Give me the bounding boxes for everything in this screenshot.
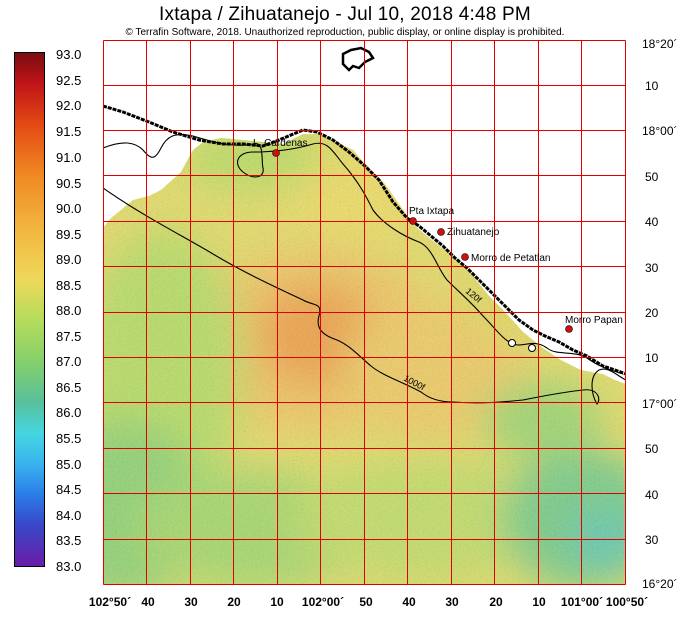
copyright-notice: © Terrafin Software, 2018. Unauthorized … xyxy=(125,27,565,38)
sst-map[interactable]: 120f 1000f L. Cardenas Pta Ixtapa Zihuat… xyxy=(102,40,627,585)
lon-label: 40 xyxy=(141,595,155,609)
scale-label: 86.5 xyxy=(56,380,82,395)
place-marker[interactable] xyxy=(272,149,280,157)
lon-label: 102°00´ xyxy=(301,595,345,609)
place-marker[interactable] xyxy=(461,253,469,261)
scale-label: 89.5 xyxy=(56,227,82,242)
place-label: Pta Ixtapa xyxy=(409,206,454,217)
scale-label: 90.0 xyxy=(56,201,82,216)
lat-label: 10 xyxy=(645,351,659,365)
lat-label: 50 xyxy=(645,442,659,456)
lat-label: 40 xyxy=(645,215,659,229)
scale-label: 87.5 xyxy=(56,329,82,344)
scale-label: 93.0 xyxy=(56,47,82,62)
lon-label: 102°50´ xyxy=(88,595,132,609)
scale-label: 83.0 xyxy=(56,559,82,574)
place-markers xyxy=(272,149,573,333)
lon-label: 40 xyxy=(402,595,416,609)
map-title: Ixtapa / Zihuatanejo - Jul 10, 2018 4:48… xyxy=(159,4,531,25)
place-marker[interactable] xyxy=(565,325,573,333)
scale-label: 84.5 xyxy=(56,482,82,497)
islet xyxy=(528,344,536,352)
lat-label: 40 xyxy=(645,488,659,502)
place-label: Morro de Petatlan xyxy=(471,253,551,264)
scale-label: 91.5 xyxy=(56,124,82,139)
lon-label: 50 xyxy=(359,595,373,609)
lat-label: 30 xyxy=(645,533,659,547)
scale-label: 88.0 xyxy=(56,303,82,318)
scale-label: 85.0 xyxy=(56,457,82,472)
scale-label: 84.0 xyxy=(56,508,82,523)
lon-label: 30 xyxy=(184,595,198,609)
lon-label: 100°50´ xyxy=(605,595,649,609)
lat-label: 10 xyxy=(645,79,659,93)
scale-label: 92.5 xyxy=(56,73,82,88)
scale-label: 92.0 xyxy=(56,98,82,113)
scale-label: 88.5 xyxy=(56,278,82,293)
scale-label: 89.0 xyxy=(56,252,82,267)
lat-label: 16°20´ xyxy=(642,577,678,591)
lat-label: 17°00´ xyxy=(642,397,678,411)
scale-label: 91.0 xyxy=(56,150,82,165)
lon-label: 10 xyxy=(532,595,546,609)
lat-label: 50 xyxy=(645,170,659,184)
scale-label: 87.0 xyxy=(56,354,82,369)
color-scale-bar xyxy=(14,52,45,567)
lon-label: 101°00´ xyxy=(560,595,604,609)
lat-label: 20 xyxy=(645,306,659,320)
lon-label: 30 xyxy=(445,595,459,609)
lon-label: 10 xyxy=(270,595,284,609)
lat-label: 30 xyxy=(645,261,659,275)
place-label: Morro Papan xyxy=(565,315,623,326)
scale-label: 83.5 xyxy=(56,533,82,548)
place-labels: L. Cardenas Pta Ixtapa Zihuatanejo Morro… xyxy=(253,138,623,326)
islet xyxy=(508,339,516,347)
lat-lon-grid xyxy=(103,40,626,585)
lon-label: 20 xyxy=(227,595,241,609)
place-label: Zihuatanejo xyxy=(447,227,500,238)
place-marker[interactable] xyxy=(409,217,417,225)
place-label: L. Cardenas xyxy=(253,138,307,149)
scale-label: 90.5 xyxy=(56,176,82,191)
scale-label: 86.0 xyxy=(56,405,82,420)
lat-label: 18°20´ xyxy=(642,37,678,51)
scale-label: 85.5 xyxy=(56,431,82,446)
place-marker[interactable] xyxy=(437,228,445,236)
lat-label: 18°00´ xyxy=(642,124,678,138)
lon-label: 20 xyxy=(489,595,503,609)
